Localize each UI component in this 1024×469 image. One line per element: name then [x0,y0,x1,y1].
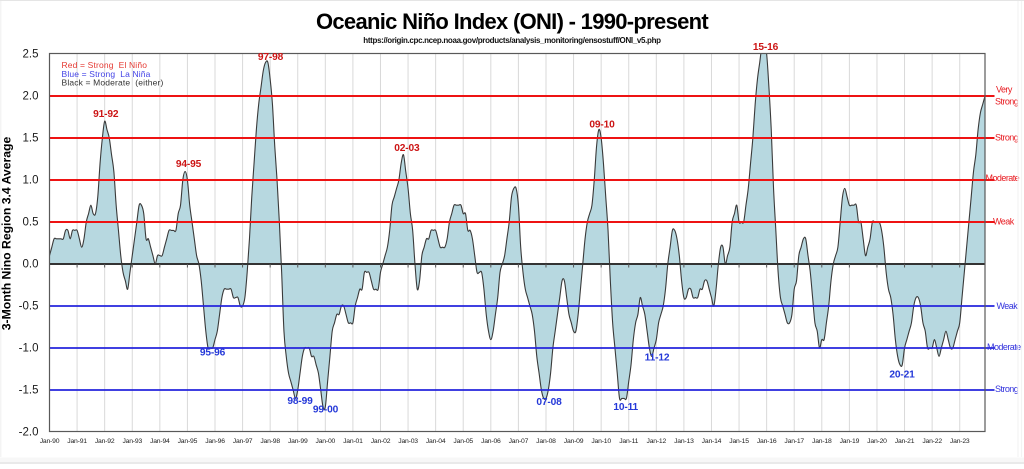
svg-text:Jan-18: Jan-18 [812,438,832,445]
svg-text:97-98: 97-98 [258,52,284,63]
svg-text:15-16: 15-16 [753,42,779,53]
svg-text:Jan-08: Jan-08 [536,438,556,445]
svg-text:Moderate: Moderate [986,173,1020,183]
svg-text:Weak: Weak [997,301,1019,311]
svg-text:91-92: 91-92 [93,109,119,120]
svg-text:Jan-22: Jan-22 [922,438,942,445]
svg-text:Very: Very [996,85,1013,95]
svg-text:Jan-17: Jan-17 [784,438,804,445]
svg-text:2.0: 2.0 [23,91,39,103]
svg-text:Jan-01: Jan-01 [343,438,363,445]
svg-text:11-12: 11-12 [645,353,670,364]
svg-text:Moderate: Moderate [987,342,1021,352]
svg-text:99-00: 99-00 [313,405,339,416]
svg-text:Jan-10: Jan-10 [591,438,611,445]
svg-text:10-11: 10-11 [613,402,638,413]
svg-text:Jan-03: Jan-03 [398,438,418,445]
svg-text:Jan-04: Jan-04 [426,438,446,445]
svg-text:Jan-96: Jan-96 [205,438,225,445]
svg-text:20-21: 20-21 [889,370,915,381]
svg-text:Jan-20: Jan-20 [867,438,887,445]
svg-text:Strong: Strong [995,133,1019,143]
svg-text:09-10: 09-10 [589,120,615,131]
svg-text:Jan-14: Jan-14 [702,438,722,445]
svg-text:95-96: 95-96 [200,348,226,359]
svg-text:Jan-91: Jan-91 [67,438,87,445]
svg-text:Red = Strong El Niño: Red = Strong El Niño [62,60,148,70]
svg-text:Jan-95: Jan-95 [178,438,198,445]
svg-text:1.0: 1.0 [23,175,39,187]
svg-text:-1.0: -1.0 [19,343,39,355]
svg-text:Oceanic Niño Index (ONI) - 199: Oceanic Niño Index (ONI) - 1990-present [316,9,709,34]
svg-text:Weak: Weak [993,217,1015,227]
svg-text:0.5: 0.5 [23,217,39,229]
svg-text:Jan-99: Jan-99 [288,438,308,445]
svg-text:Jan-21: Jan-21 [895,438,915,445]
svg-text:Jan-92: Jan-92 [95,438,115,445]
svg-text:Blue = Strong La Niña: Blue = Strong La Niña [62,69,151,79]
svg-text:0.0: 0.0 [23,259,39,271]
svg-text:-0.5: -0.5 [19,301,39,313]
svg-text:Jan-16: Jan-16 [757,438,777,445]
svg-text:98-99: 98-99 [287,396,313,407]
svg-text:Jan-15: Jan-15 [729,438,749,445]
svg-text:Jan-12: Jan-12 [647,438,667,445]
svg-text:-2.0: -2.0 [19,427,39,439]
svg-text:Jan-05: Jan-05 [453,438,473,445]
svg-text:94-95: 94-95 [176,159,202,170]
svg-text:02-03: 02-03 [394,143,420,154]
svg-text:Jan-02: Jan-02 [371,438,391,445]
svg-text:2.5: 2.5 [23,49,39,61]
svg-text:3-Month Nino Region 3.4 Averag: 3-Month Nino Region 3.4 Average [0,137,14,331]
svg-text:1.5: 1.5 [23,133,39,145]
svg-text:https://origin.cpc.ncep.noaa.g: https://origin.cpc.ncep.noaa.gov/product… [363,36,661,45]
svg-text:Jan-07: Jan-07 [509,438,529,445]
svg-text:Jan-94: Jan-94 [150,438,170,445]
svg-text:Jan-23: Jan-23 [950,438,970,445]
svg-text:Jan-98: Jan-98 [260,438,280,445]
svg-text:-1.5: -1.5 [19,385,39,397]
svg-text:Jan-19: Jan-19 [840,438,860,445]
svg-text:Jan-93: Jan-93 [122,438,142,445]
svg-text:Jan-97: Jan-97 [233,438,253,445]
svg-text:Strong: Strong [995,97,1019,107]
svg-text:Jan-09: Jan-09 [564,438,584,445]
svg-text:Strong: Strong [995,384,1019,394]
svg-text:Jan-13: Jan-13 [674,438,694,445]
svg-text:Jan-90: Jan-90 [40,438,60,445]
svg-text:Jan-00: Jan-00 [316,438,336,445]
svg-text:Jan-11: Jan-11 [619,438,638,445]
svg-text:Black = Moderate (either): Black = Moderate (either) [62,78,164,88]
svg-text:Jan-06: Jan-06 [481,438,501,445]
svg-text:07-08: 07-08 [536,397,562,408]
